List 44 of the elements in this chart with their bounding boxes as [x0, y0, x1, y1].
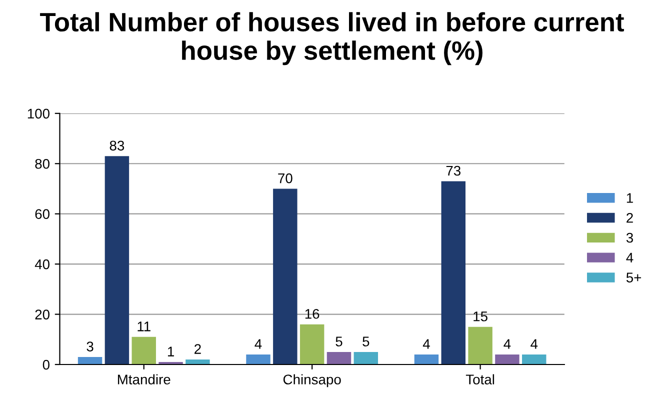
bar [273, 188, 298, 364]
y-tick-label: 80 [35, 158, 50, 169]
data-label: 5 [336, 336, 342, 346]
data-label: 4 [422, 339, 430, 349]
bar [354, 352, 378, 364]
data-label: 15 [474, 312, 488, 322]
x-tick-label: Mtandire [118, 374, 170, 384]
data-label: 70 [278, 173, 292, 184]
data-label: 73 [446, 166, 460, 176]
bar [300, 324, 324, 364]
bar [414, 354, 439, 364]
bar [246, 354, 270, 364]
y-tick-label: 60 [35, 209, 50, 220]
y-tick-label: 40 [34, 259, 50, 270]
data-label: 2 [194, 344, 201, 354]
x-tick-label: Chinsapo [283, 374, 341, 388]
data-label: 11 [138, 322, 150, 332]
y-tick-label: 0 [42, 360, 50, 370]
bar [441, 181, 466, 364]
data-label: 16 [305, 308, 320, 319]
data-label: 4 [530, 339, 538, 349]
data-label: 4 [254, 339, 262, 349]
bar [522, 354, 546, 364]
data-label: 83 [110, 140, 124, 151]
legend-label: 3 [626, 232, 633, 243]
bar [132, 336, 156, 364]
data-label: 4 [504, 339, 511, 349]
legend-label: 1 [626, 193, 633, 203]
data-label: 1 [168, 346, 174, 356]
bar [78, 356, 102, 364]
bar [326, 352, 352, 364]
bar [495, 354, 520, 364]
y-tick-label: 100 [28, 108, 50, 119]
bar [186, 359, 210, 364]
legend-label: 4 [626, 252, 634, 262]
legend-label: 2 [626, 212, 633, 223]
bar [104, 156, 130, 364]
bar [468, 326, 492, 364]
data-label: 5 [362, 336, 370, 346]
data-label: 3 [86, 342, 94, 352]
x-tick-label: Total [466, 374, 494, 384]
y-tick-label: 20 [35, 310, 50, 320]
legend-label: 5+ [626, 272, 642, 282]
chart-title: Total Number of houses lived in before current house by settlement (%) [40, 12, 624, 66]
